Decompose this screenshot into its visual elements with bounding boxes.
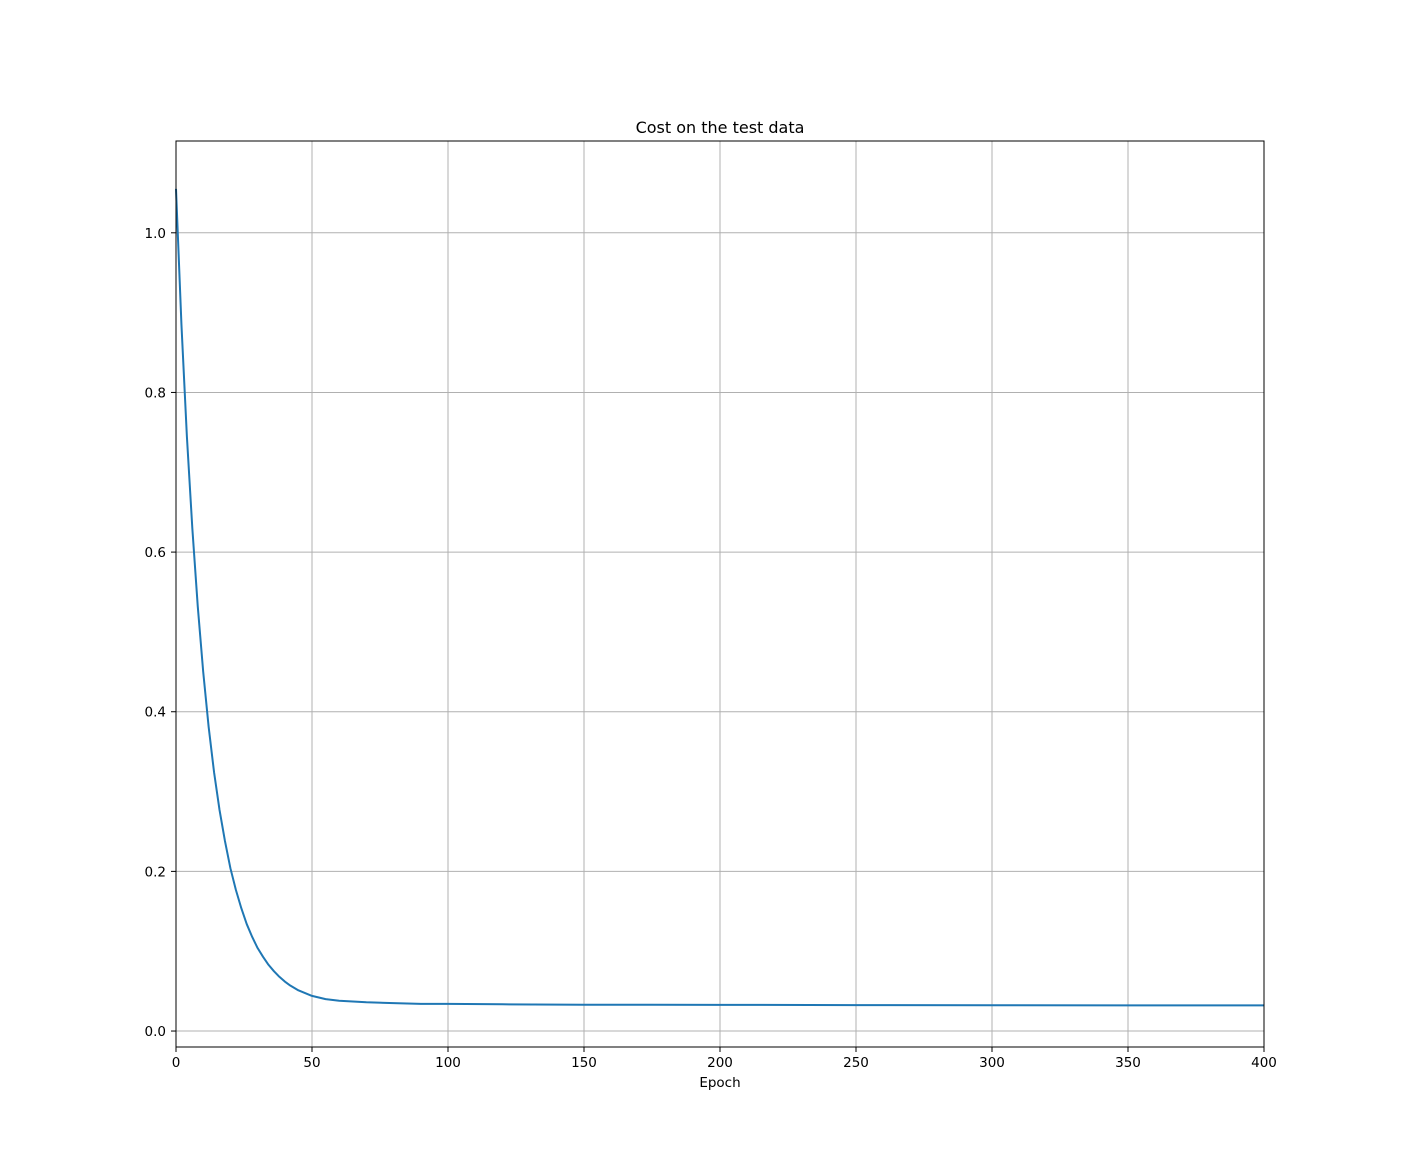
y-tick-label-1: 0.2 bbox=[145, 864, 166, 880]
x-tick-label-6: 300 bbox=[979, 1055, 1005, 1071]
plot-area: 0 50 100 150 200 250 300 350 400 0.0 0.2 0.4 0.6 0.8 1… bbox=[145, 140, 1277, 1071]
y-tick-label-4: 0.8 bbox=[145, 385, 166, 401]
chart-title: Cost on the test data bbox=[636, 118, 805, 137]
series-line-0 bbox=[175, 188, 1264, 1007]
x-tick-label-1: 50 bbox=[303, 1055, 320, 1071]
x-tick-label-4: 200 bbox=[707, 1055, 733, 1071]
x-tick-label-5: 250 bbox=[843, 1055, 869, 1071]
y-tick-label-2: 0.4 bbox=[145, 705, 166, 721]
x-tick-label-2: 100 bbox=[435, 1055, 461, 1071]
x-axis-label: Epoch bbox=[699, 1075, 740, 1091]
x-tick-label-3: 150 bbox=[571, 1055, 597, 1071]
x-tick-label-8: 400 bbox=[1251, 1055, 1277, 1071]
x-tick-label-7: 350 bbox=[1115, 1055, 1141, 1071]
y-tick-label-0: 0.0 bbox=[145, 1024, 166, 1040]
y-tick-label-3: 0.6 bbox=[145, 545, 166, 561]
y-tick-label-5: 1.0 bbox=[145, 226, 166, 242]
x-tick-label-0: 0 bbox=[172, 1055, 181, 1071]
